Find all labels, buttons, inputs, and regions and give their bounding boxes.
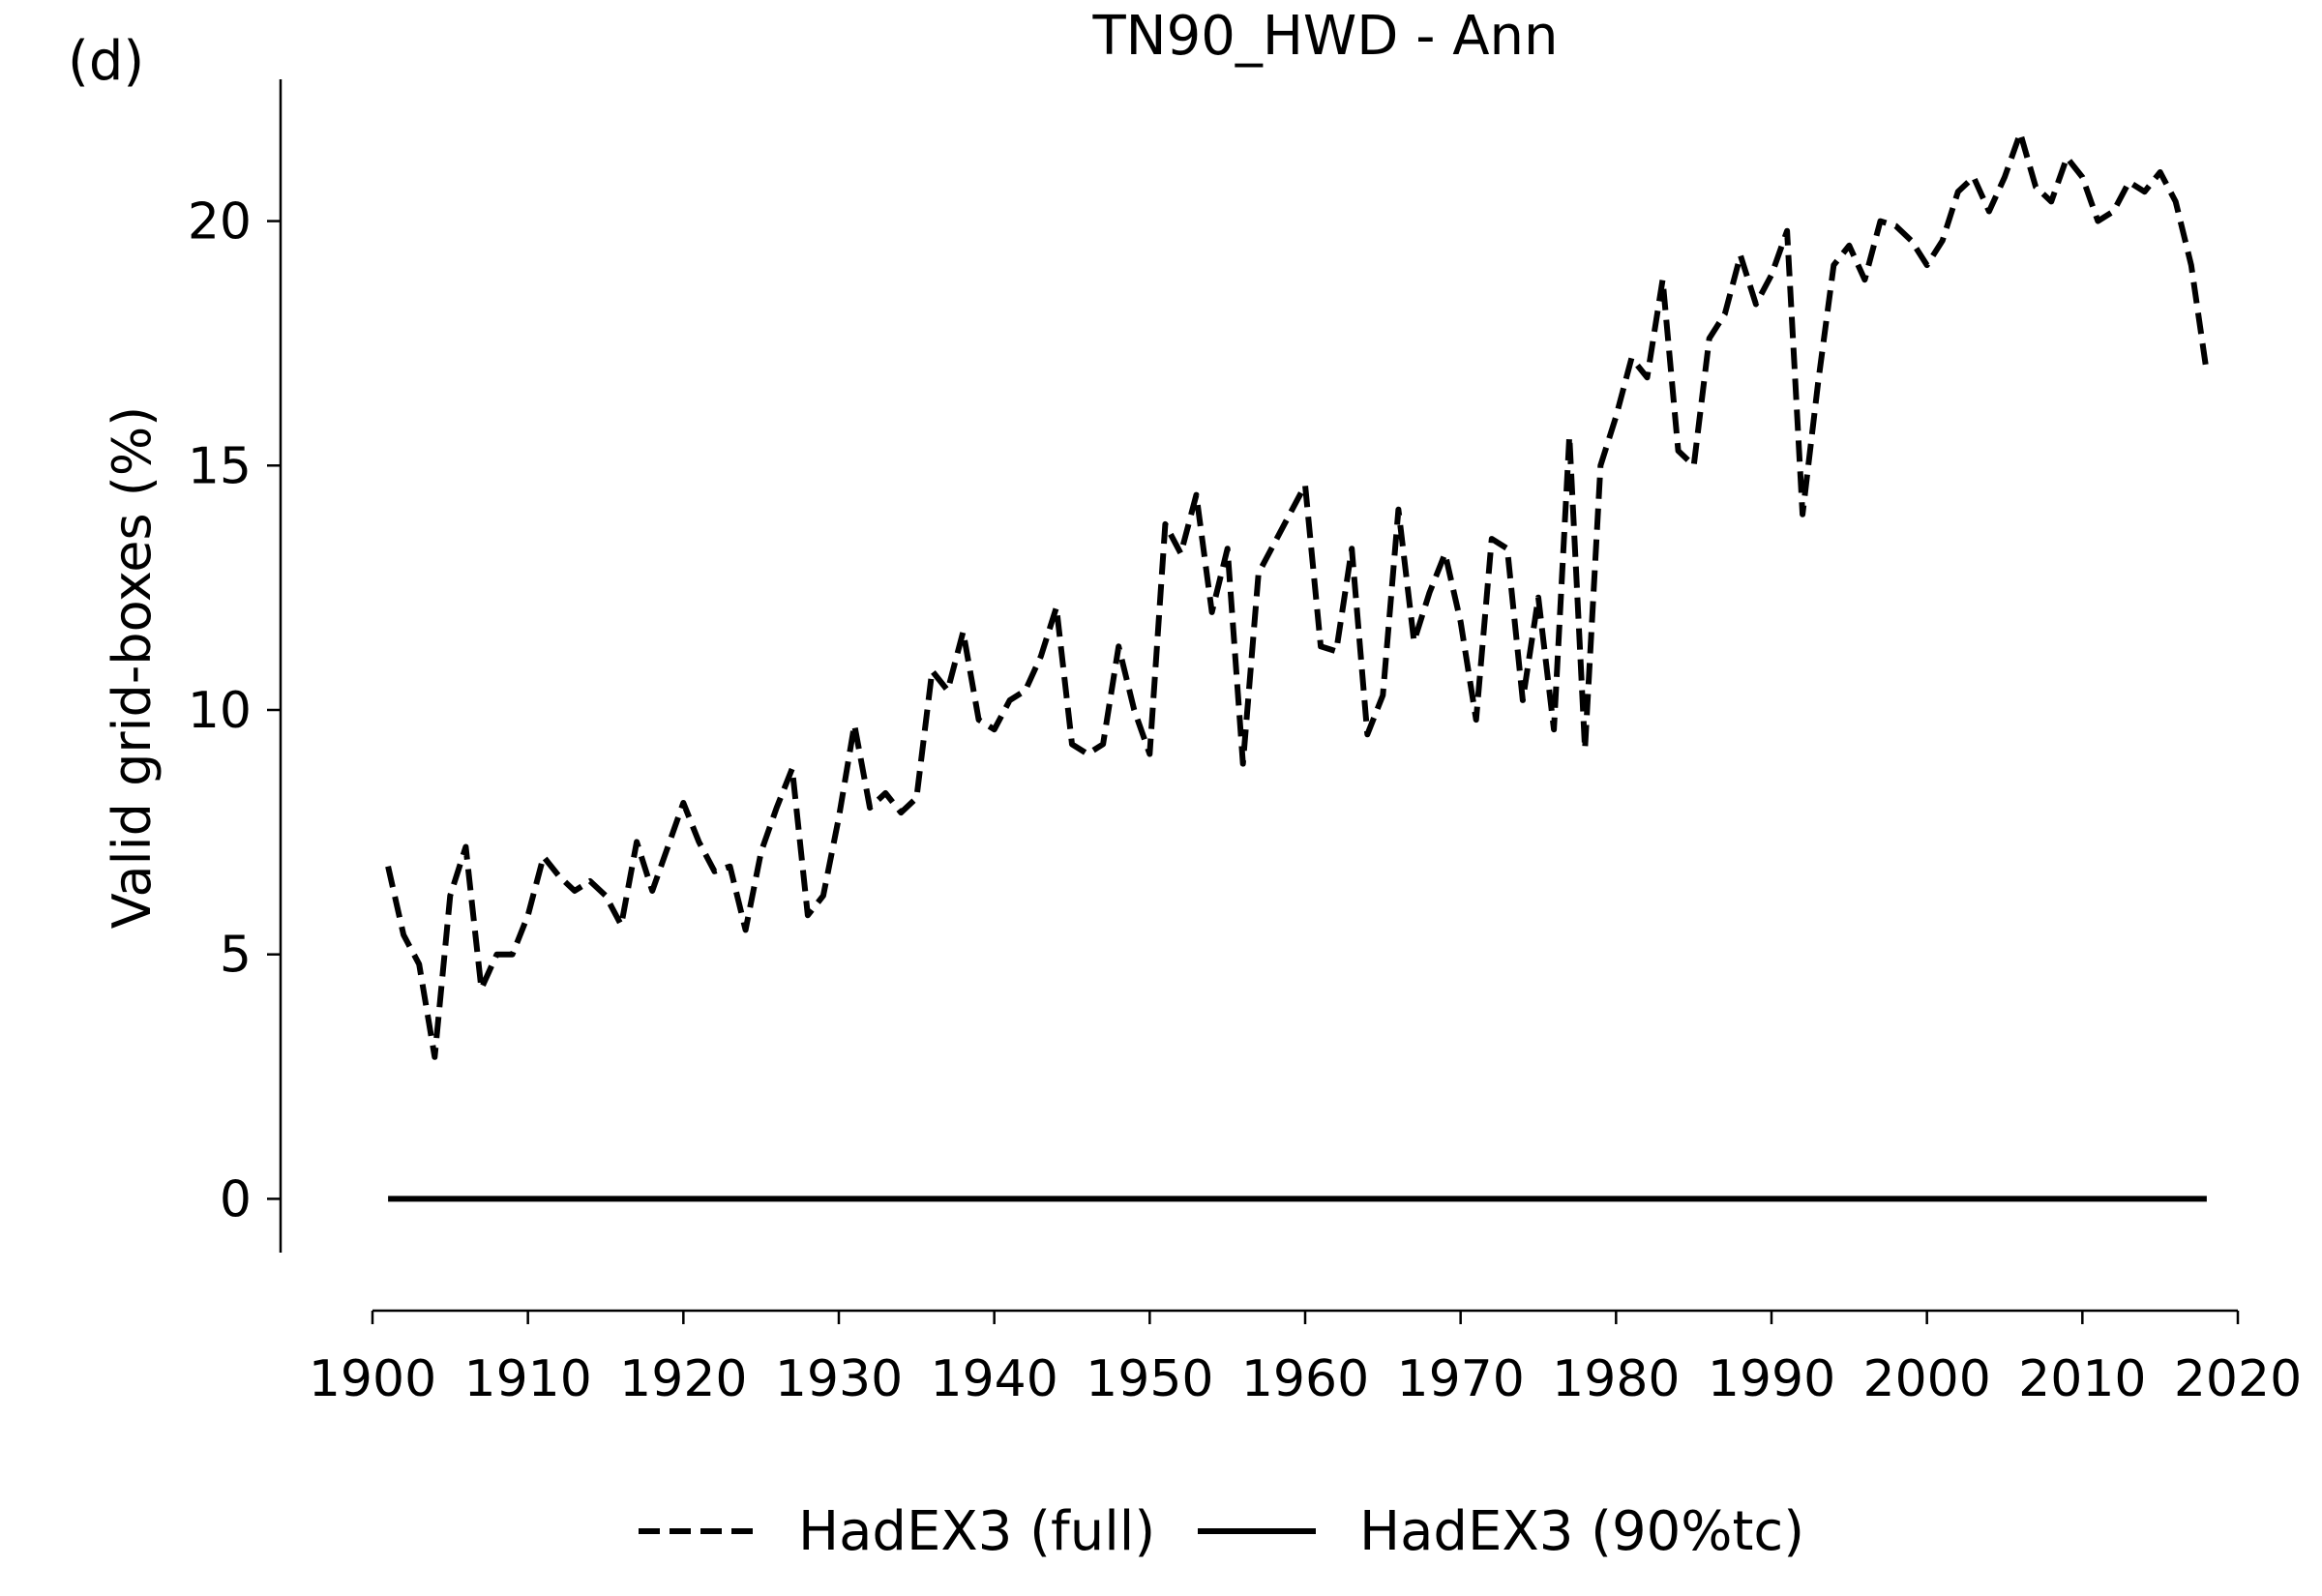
- x-tick-label: 1980: [1552, 1350, 1680, 1408]
- y-ticks: 0 5 10 15 20: [188, 193, 281, 1228]
- series-line-full: [385, 130, 2210, 1060]
- series-layer: [385, 130, 2210, 1202]
- y-axis-label: Valid grid-boxes (%): [102, 406, 163, 929]
- x-tick-label: 2020: [2174, 1350, 2302, 1408]
- x-tick-label: 1970: [1396, 1350, 1524, 1408]
- x-tick-label: 1950: [1086, 1350, 1213, 1408]
- x-tick-label: 2000: [1862, 1350, 1990, 1408]
- x-tick-label: 1900: [309, 1350, 436, 1408]
- y-tick-label: 15: [188, 437, 252, 495]
- x-tick-label: 1910: [463, 1350, 591, 1408]
- legend-label-full: HadEX3 (full): [798, 1500, 1155, 1563]
- x-tick-label: 1930: [775, 1350, 903, 1408]
- x-tick-label: 1940: [930, 1350, 1057, 1408]
- x-tick-label: 2010: [2018, 1350, 2146, 1408]
- panel-label: (d): [68, 30, 144, 93]
- y-tick-label: 0: [220, 1170, 252, 1228]
- legend-label-90tc: HadEX3 (90%tc): [1359, 1500, 1804, 1563]
- x-ticks: 1900 1910 1920 1930 1940 1950 1960 1970 1980 1990…: [309, 1311, 2302, 1408]
- y-tick-label: 20: [188, 193, 252, 251]
- x-tick-label: 1920: [619, 1350, 747, 1408]
- x-tick-label: 1960: [1241, 1350, 1369, 1408]
- legend: HadEX3 (full) HadEX3 (90%tc): [639, 1500, 1804, 1563]
- x-tick-label: 1990: [1708, 1350, 1835, 1408]
- chart-title: TN90_HWD - Ann: [1091, 5, 1558, 68]
- y-tick-label: 10: [188, 682, 252, 740]
- y-tick-label: 5: [220, 927, 252, 985]
